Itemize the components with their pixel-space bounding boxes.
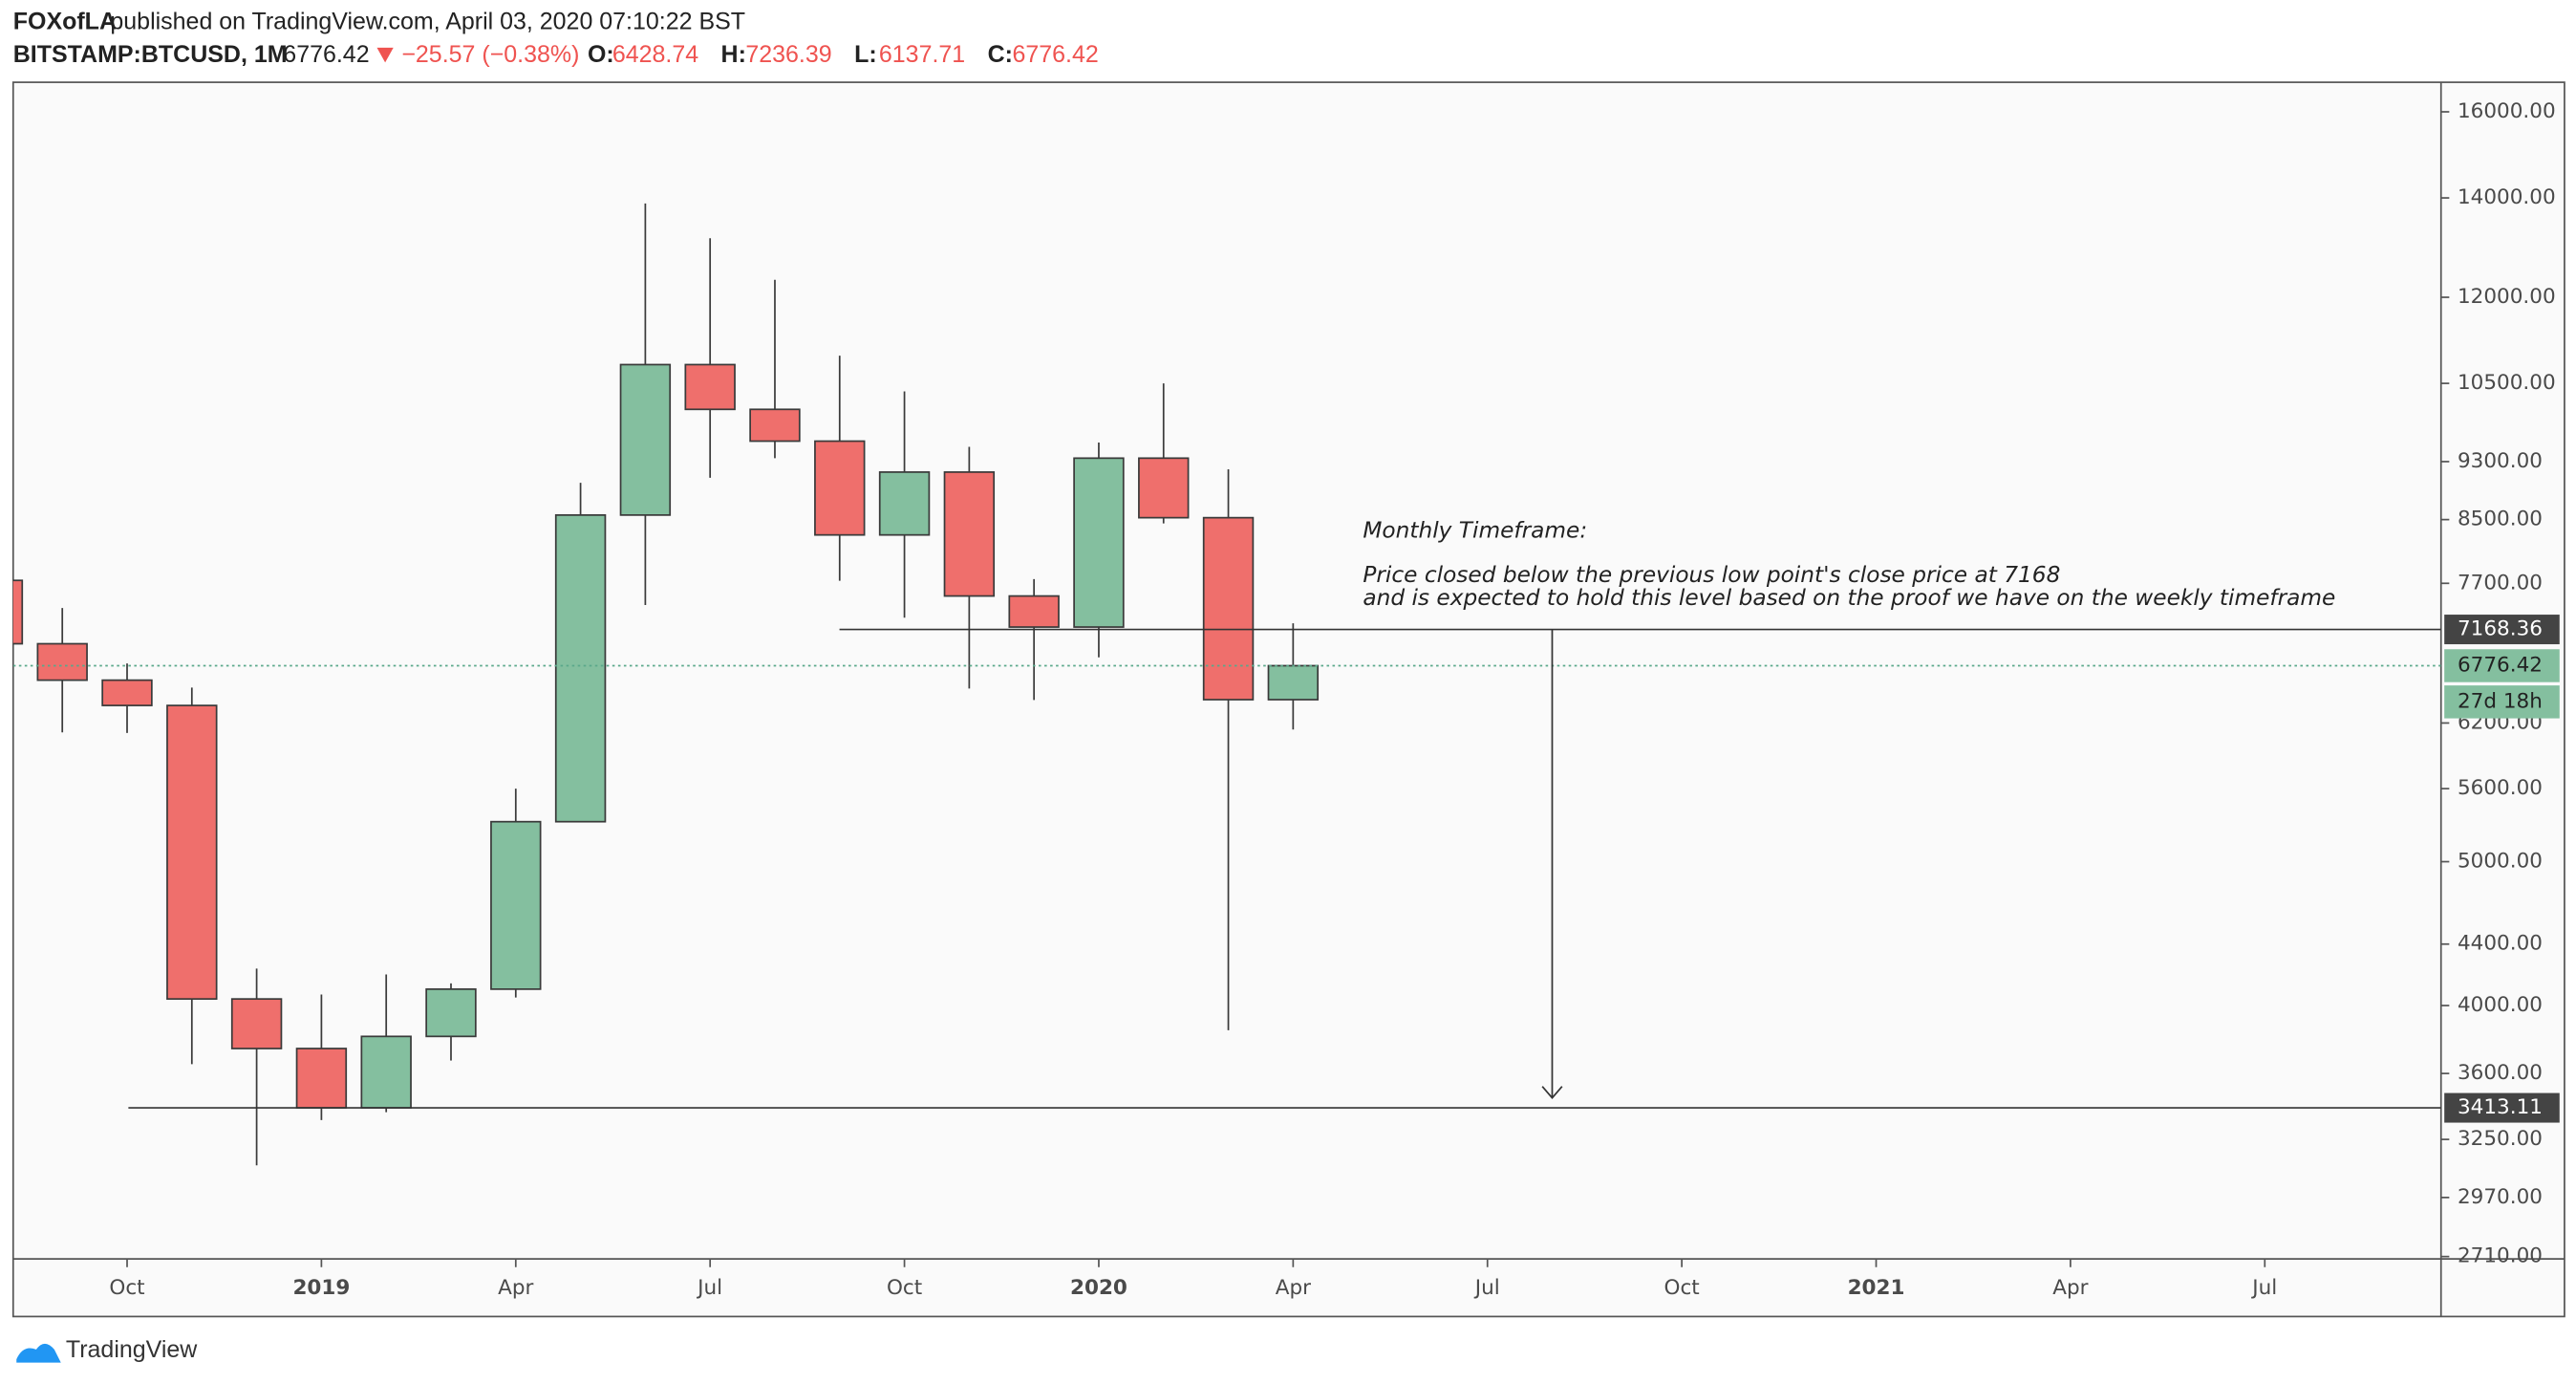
- candle-body: [1008, 595, 1060, 628]
- candle-body: [360, 1035, 412, 1109]
- ohlc-key: H:: [721, 41, 746, 68]
- candle-body: [943, 471, 996, 597]
- down-arrow: [376, 47, 394, 63]
- x-tick-label: Oct: [887, 1276, 922, 1300]
- candle-body: [230, 998, 283, 1049]
- y-tick-label: 5600.00: [2458, 776, 2543, 800]
- projection-arrowhead: [1541, 1086, 1563, 1100]
- candle-body: [684, 363, 736, 411]
- candle-body: [814, 440, 866, 536]
- annotation: Price closed below the previous low poin…: [1363, 562, 2060, 588]
- publisher: FOXofLA: [13, 9, 117, 35]
- x-tick-label: Oct: [109, 1276, 144, 1300]
- x-tick-label: Apr: [2052, 1276, 2088, 1300]
- y-tick-label: 2970.00: [2458, 1185, 2543, 1209]
- level-label-box: [2444, 615, 2560, 645]
- last-price-label: 6776.42: [2458, 653, 2543, 677]
- ohlc-value: 7236.39: [745, 41, 831, 68]
- x-tick-label: Jul: [1473, 1276, 1500, 1300]
- countdown-label: 27d 18h: [2458, 689, 2543, 713]
- candle-body: [1073, 457, 1125, 628]
- candle-body: [1138, 457, 1190, 519]
- y-tick-label: 9300.00: [2458, 449, 2543, 473]
- ohlc-value: 6776.42: [1012, 41, 1098, 68]
- last-price-box: [2444, 649, 2560, 682]
- candle-body: [749, 408, 801, 443]
- candle-body: [425, 988, 477, 1038]
- brand: TradingView: [66, 1336, 198, 1363]
- y-tick-label: 8500.00: [2458, 508, 2543, 531]
- y-tick-label: 4400.00: [2458, 932, 2543, 956]
- annotation: Monthly Timeframe:: [1363, 518, 1587, 544]
- ohlc-legend: O:6428.74 H: 7236.39 L: 6137.71 C: 6776.42: [588, 41, 1099, 68]
- x-tick-label: Apr: [1276, 1276, 1311, 1300]
- y-tick-label: 7700.00: [2458, 571, 2543, 595]
- x-tick-label: 2020: [1070, 1276, 1127, 1300]
- candle-body: [295, 1048, 348, 1109]
- candle-body: [490, 820, 542, 990]
- y-tick-label: 10500.00: [2458, 371, 2556, 395]
- y-tick-label: 16000.00: [2458, 99, 2556, 123]
- x-tick-label: Oct: [1664, 1276, 1700, 1300]
- y-tick-label: 3600.00: [2458, 1061, 2543, 1085]
- x-tick-label: Jul: [696, 1276, 722, 1300]
- annotation: and is expected to hold this level based…: [1363, 585, 2335, 611]
- y-tick-label: 14000.00: [2458, 185, 2556, 209]
- candle-body: [12, 579, 24, 645]
- candle-body: [36, 642, 88, 681]
- symbol: BITSTAMP:BTCUSD, 1M: [13, 41, 288, 68]
- candle-body: [619, 363, 672, 516]
- level-label-box: [2444, 1092, 2560, 1123]
- plot-area: [12, 203, 2441, 1166]
- published-info: published on TradingView.com, April 03, …: [110, 9, 745, 35]
- ohlc-key: O:: [588, 41, 614, 68]
- x-tick-label: 2019: [292, 1276, 350, 1300]
- y-tick-label: 2710.00: [2458, 1244, 2543, 1268]
- candle-body: [1202, 516, 1255, 701]
- countdown-box: [2444, 685, 2560, 719]
- x-tick-label: Jul: [2250, 1276, 2277, 1300]
- y-tick-label: 12000.00: [2458, 285, 2556, 309]
- level-label: 7168.36: [2458, 617, 2543, 641]
- x-tick-label: 2021: [1848, 1276, 1905, 1300]
- y-tick-label: 5000.00: [2458, 850, 2543, 874]
- ohlc-value: 6137.71: [879, 41, 965, 68]
- last-price: 6776.42: [283, 41, 369, 68]
- y-tick-label: 3250.00: [2458, 1127, 2543, 1151]
- ohlc-key: L:: [854, 41, 877, 68]
- candle-body: [878, 471, 931, 536]
- x-tick-label: Apr: [498, 1276, 533, 1300]
- tradingview-logo: [16, 1343, 61, 1363]
- candle-body: [166, 704, 218, 1001]
- ohlc-key: C:: [988, 41, 1013, 68]
- candle-body: [101, 679, 153, 706]
- ohlc-value: 6428.74: [612, 41, 698, 68]
- level-label: 3413.11: [2458, 1095, 2543, 1119]
- candle-body: [1267, 664, 1320, 701]
- candle-body: [554, 514, 607, 823]
- change: −25.57 (−0.38%): [401, 41, 579, 68]
- y-tick-label: 4000.00: [2458, 993, 2543, 1017]
- axes: 2710.00 2970.00 3250.00 3600.00 4000.00 4400.…: [109, 99, 2560, 1300]
